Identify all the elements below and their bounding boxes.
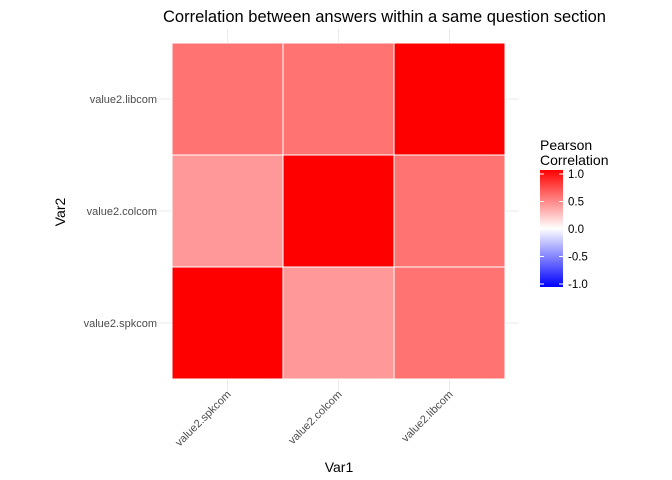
y-axis-title: Var2: [52, 198, 68, 227]
y-tick-label: value2.spkcom: [84, 318, 157, 330]
heatmap-cell-value2.libcom-value2.libcom: [393, 42, 506, 156]
legend-tick-label: -1.0: [568, 279, 588, 291]
legend-title-line-1: Pearson: [540, 137, 592, 153]
x-tick-label: value2.spkcom: [173, 389, 233, 449]
heatmap-cell-value2.spkcom-value2.spkcom: [171, 266, 284, 380]
x-axis-ticks: value2.spkcom value2.colcom value2.libcom: [173, 389, 455, 449]
y-tick-label: value2.colcom: [87, 206, 157, 218]
heatmap-cell-value2.colcom-value2.colcom: [282, 154, 395, 268]
x-axis-title: Var1: [325, 459, 354, 475]
heatmap-cell-value2.colcom-value2.spkcom: [282, 266, 395, 380]
heatmap-cell-value2.libcom-value2.colcom: [393, 154, 506, 268]
heatmap-cell-value2.libcom-value2.spkcom: [393, 266, 506, 380]
y-tick-label: value2.libcom: [90, 94, 157, 106]
heatmap-cell-value2.spkcom-value2.libcom: [171, 42, 284, 156]
heatmap-cell-value2.colcom-value2.libcom: [282, 42, 395, 156]
legend-title-line-2: Correlation: [540, 152, 608, 168]
legend-colorbar: [540, 170, 563, 287]
legend-ticks: 1.0 0.5 0.0 -0.5 -1.0: [540, 169, 588, 291]
chart-title: Correlation between answers within a sam…: [163, 8, 606, 26]
heatmap-cells: [171, 42, 506, 380]
legend-tick-label: 0.5: [568, 197, 584, 209]
x-tick-label: value2.libcom: [400, 389, 456, 445]
legend-tick-label: 1.0: [568, 169, 584, 181]
heatmap-cell-value2.spkcom-value2.colcom: [171, 154, 284, 268]
legend-tick-label: 0.0: [568, 224, 584, 236]
legend-tick-label: -0.5: [568, 252, 588, 264]
legend: Pearson Correlation 1.0 0.5 0.0 -0.5 -1.0: [540, 137, 608, 291]
x-tick-label: value2.colcom: [286, 389, 344, 447]
y-axis-ticks: value2.spkcom value2.colcom value2.libcom: [84, 94, 157, 330]
